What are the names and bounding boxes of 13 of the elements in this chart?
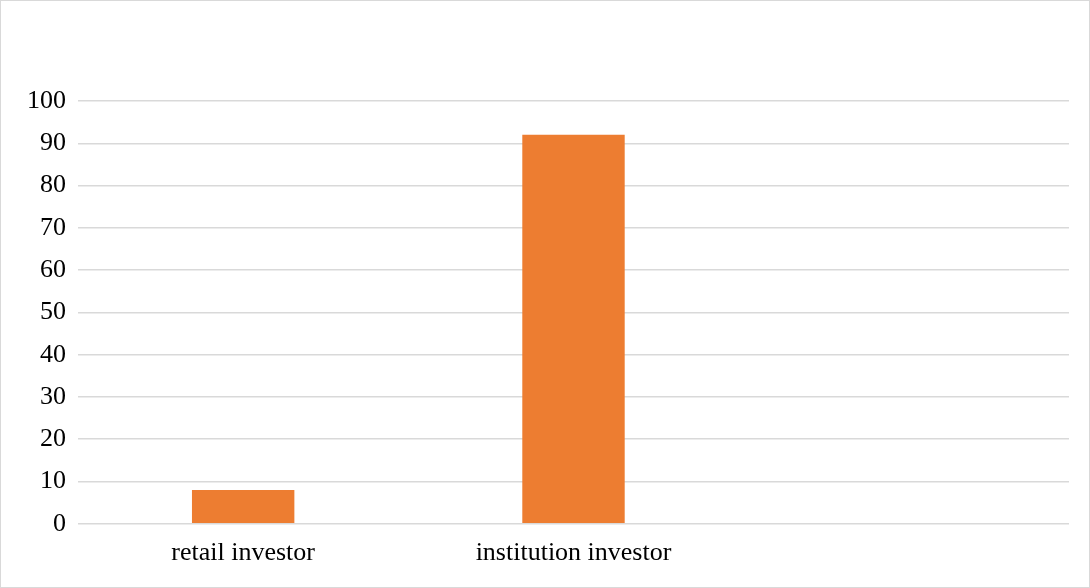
y-tick-label: 60 [40,253,66,283]
y-tick-label: 100 [27,84,66,114]
y-tick-label: 40 [40,338,66,368]
y-tick-label: 50 [40,296,66,326]
y-tick-label: 20 [40,423,66,453]
y-tick-label: 10 [40,465,66,495]
y-tick-label: 80 [40,169,66,199]
y-tick-label: 0 [53,507,66,537]
x-tick-label: retail investor [171,537,316,567]
y-tick-label: 70 [40,211,66,241]
y-tick-label: 30 [40,380,66,410]
y-tick-label: 90 [40,127,66,157]
x-tick-label: institution investor [475,537,672,567]
